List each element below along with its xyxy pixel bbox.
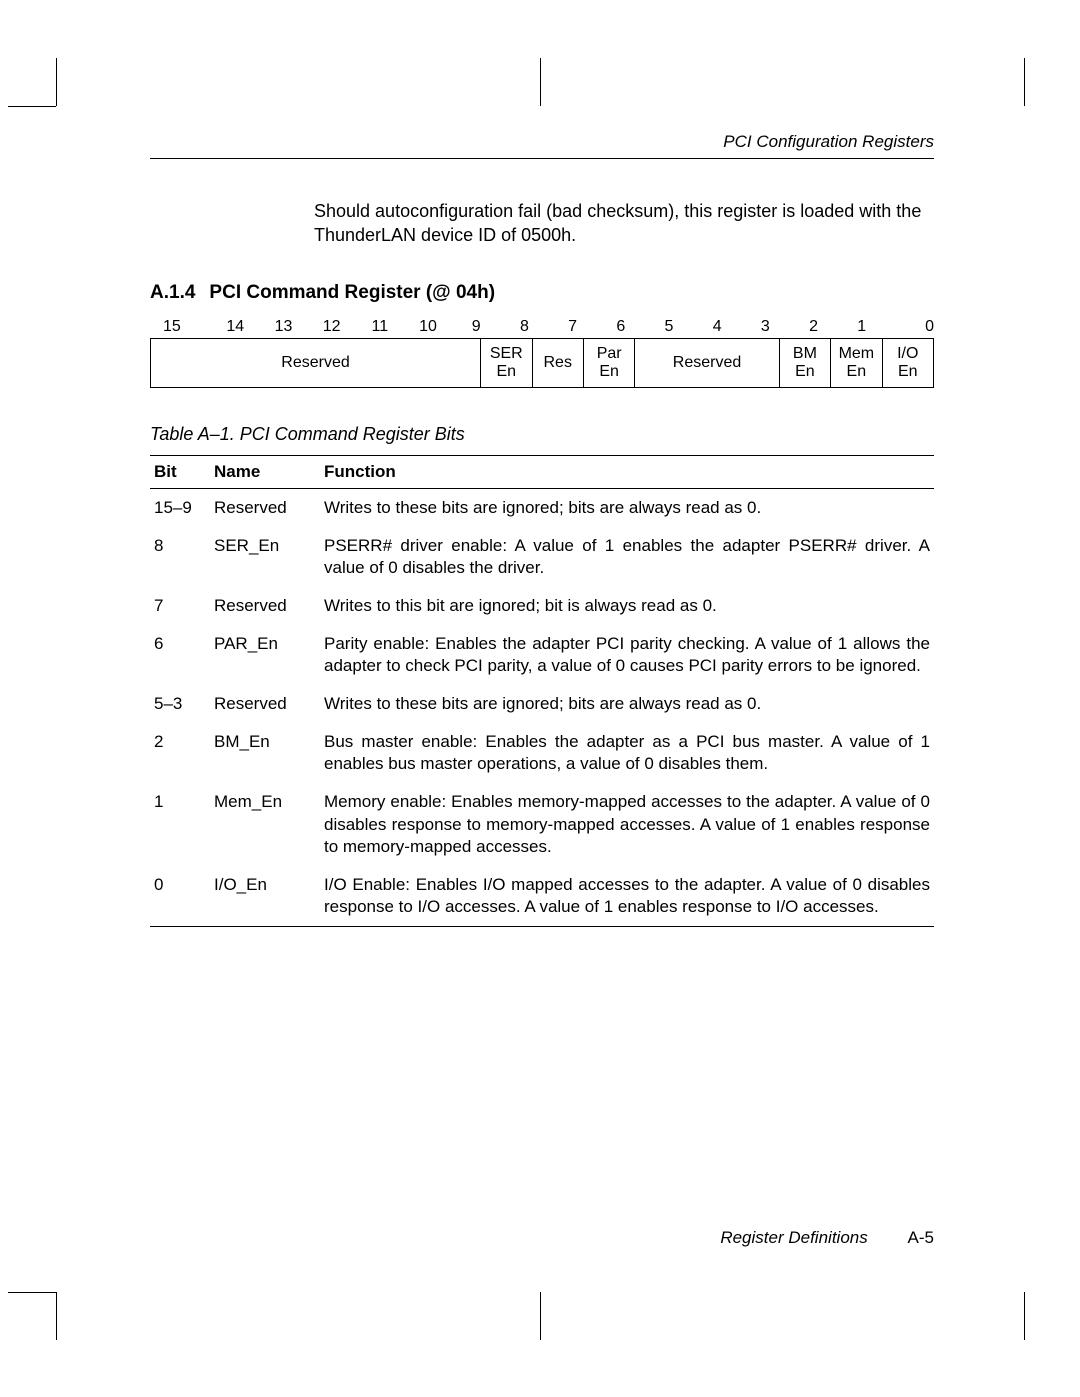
table-row: 15–9ReservedWrites to these bits are ign… [150,488,934,527]
cell-bit: 6 [150,625,210,685]
cell-bit: 8 [150,527,210,587]
running-header: PCI Configuration Registers [150,132,934,152]
footer-page-number: A-5 [908,1228,934,1247]
bit-number: 0 [886,318,934,336]
crop-mark [56,58,57,106]
cell-name: Mem_En [210,783,320,865]
cell-function: PSERR# driver enable: A value of 1 enabl… [320,527,934,587]
register-field: MemEn [831,339,882,387]
section-title: PCI Command Register (@ 04h) [209,282,495,303]
col-header-bit: Bit [150,455,210,488]
register-field: Reserved [635,339,779,387]
bit-number: 2 [789,318,837,336]
table-caption: Table A–1. PCI Command Register Bits [150,424,934,445]
table-row: 0I/O_EnI/O Enable: Enables I/O mapped ac… [150,866,934,927]
table-row: 7ReservedWrites to this bit are ignored;… [150,587,934,625]
cell-bit: 7 [150,587,210,625]
table-row: 2BM_EnBus master enable: Enables the ada… [150,723,934,783]
bit-number: 7 [549,318,597,336]
crop-mark [540,1292,541,1340]
bit-number: 13 [259,318,307,336]
bit-number: 6 [597,318,645,336]
cell-function: Parity enable: Enables the adapter PCI p… [320,625,934,685]
crop-mark [1024,1292,1025,1340]
bit-number: 5 [645,318,693,336]
crop-mark [8,106,56,107]
bit-number: 1 [838,318,886,336]
register-field: I/OEn [883,339,933,387]
bit-number: 11 [356,318,404,336]
crop-mark [56,1292,57,1340]
register-diagram: ReservedSEREnResParEnReservedBMEnMemEnI/… [150,338,934,388]
cell-bit: 1 [150,783,210,865]
cell-name: I/O_En [210,866,320,927]
register-bit-numbers: 1514131211109876543210 [150,318,934,336]
bit-number: 9 [452,318,500,336]
bit-number: 8 [500,318,548,336]
section-heading: A.1.4 PCI Command Register (@ 04h) [150,282,934,304]
page: PCI Configuration Registers Should autoc… [0,0,1080,1397]
bit-number: 12 [308,318,356,336]
register-field: SEREn [481,339,532,387]
table-row: 8SER_EnPSERR# driver enable: A value of … [150,527,934,587]
page-footer: Register Definitions A-5 [150,1228,934,1248]
cell-bit: 15–9 [150,488,210,527]
bit-number: 10 [404,318,452,336]
table-row: 5–3ReservedWrites to these bits are igno… [150,685,934,723]
cell-function: Memory enable: Enables memory-mapped acc… [320,783,934,865]
cell-name: PAR_En [210,625,320,685]
cell-name: Reserved [210,488,320,527]
footer-title: Register Definitions [720,1228,867,1247]
cell-bit: 5–3 [150,685,210,723]
cell-name: Reserved [210,685,320,723]
bits-table: Bit Name Function 15–9ReservedWrites to … [150,455,934,927]
crop-mark [540,58,541,106]
crop-mark [1024,58,1025,106]
cell-function: Writes to these bits are ignored; bits a… [320,488,934,527]
col-header-name: Name [210,455,320,488]
section-number: A.1.4 [150,282,195,303]
cell-function: Bus master enable: Enables the adapter a… [320,723,934,783]
cell-function: I/O Enable: Enables I/O mapped accesses … [320,866,934,927]
cell-bit: 2 [150,723,210,783]
bit-number: 15 [163,318,211,336]
cell-name: SER_En [210,527,320,587]
cell-function: Writes to these bits are ignored; bits a… [320,685,934,723]
cell-name: Reserved [210,587,320,625]
register-field: Reserved [151,339,481,387]
bit-number: 14 [211,318,259,336]
intro-paragraph: Should autoconfiguration fail (bad check… [314,199,934,248]
register-field: BMEn [780,339,831,387]
cell-function: Writes to this bit are ignored; bit is a… [320,587,934,625]
content-area: PCI Configuration Registers Should autoc… [150,132,934,927]
table-row: 6PAR_EnParity enable: Enables the adapte… [150,625,934,685]
cell-name: BM_En [210,723,320,783]
register-field: Res [533,339,584,387]
register-field: ParEn [584,339,635,387]
col-header-function: Function [320,455,934,488]
bit-number: 3 [741,318,789,336]
crop-mark [8,1292,56,1293]
table-row: 1Mem_EnMemory enable: Enables memory-map… [150,783,934,865]
bit-number: 4 [693,318,741,336]
table-header-row: Bit Name Function [150,455,934,488]
cell-bit: 0 [150,866,210,927]
header-rule [150,158,934,159]
